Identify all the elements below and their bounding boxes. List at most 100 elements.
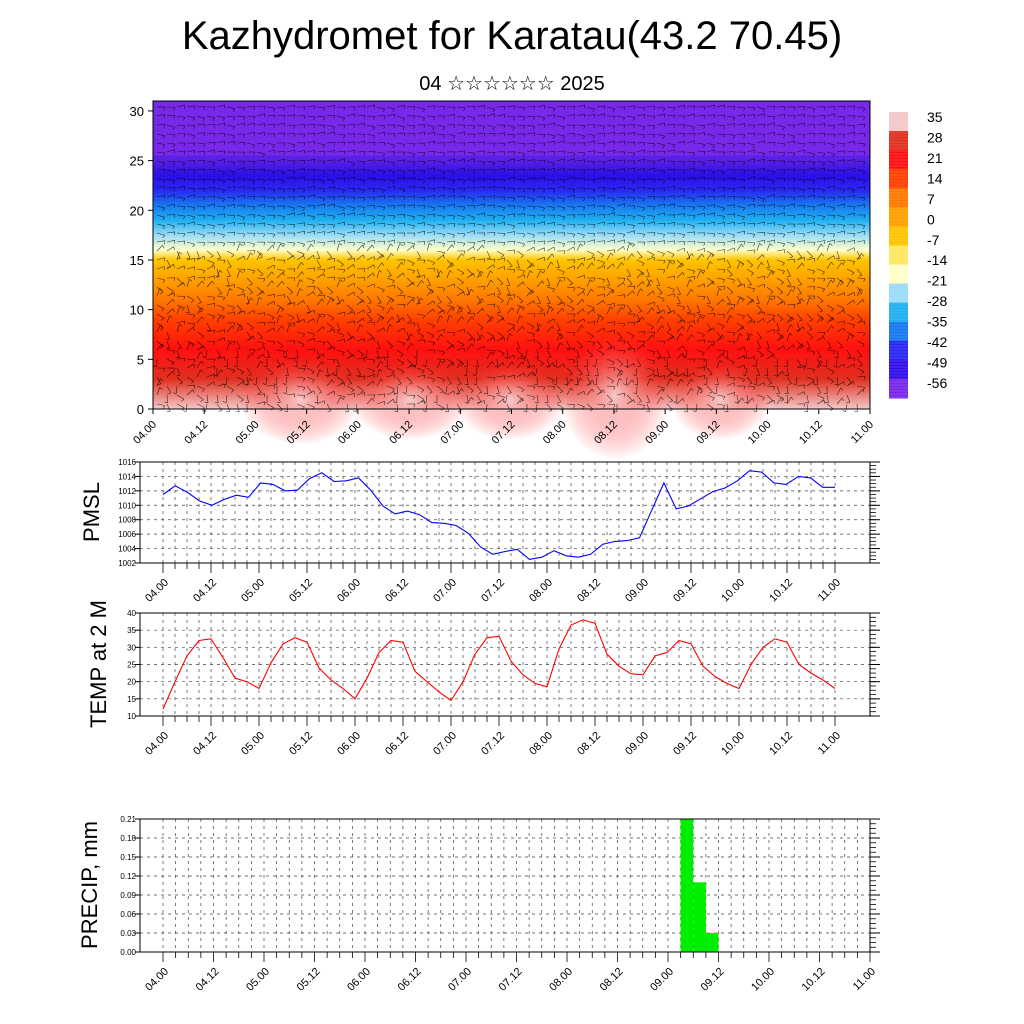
wind-barb <box>726 213 735 216</box>
wind-barb <box>446 344 454 351</box>
wind-barb-feather <box>182 307 185 311</box>
wind-barb <box>446 259 453 266</box>
wind-barb-feather <box>543 188 546 193</box>
wind-barb <box>706 295 711 304</box>
wind-barb-feather <box>281 308 285 312</box>
wind-barb <box>636 196 645 200</box>
wind-barb <box>506 213 515 216</box>
wind-barb-feather <box>783 196 786 201</box>
wind-barb-feather <box>524 168 526 173</box>
wind-barb <box>586 288 592 297</box>
wind-barb <box>726 221 735 225</box>
wind-barb-feather <box>344 195 346 200</box>
wind-barb-feather <box>383 240 386 245</box>
wind-barb-feather <box>858 274 863 277</box>
wind-barb-feather <box>693 215 696 219</box>
wind-barb-feather <box>433 160 436 164</box>
wind-barb <box>746 232 755 235</box>
wind-barb-feather <box>212 117 215 122</box>
wind-barb <box>496 168 505 171</box>
wind-barb <box>186 178 196 181</box>
wind-barb-feather <box>573 287 576 292</box>
wind-barb-feather <box>264 312 266 317</box>
wind-barb-feather <box>483 178 486 183</box>
wind-barb-feather <box>514 213 516 218</box>
wind-barb-feather <box>682 398 685 402</box>
wind-barb <box>716 124 726 127</box>
wind-barb <box>626 243 630 252</box>
wind-barb-feather <box>663 196 666 201</box>
wind-barb <box>326 367 329 376</box>
wind-barb <box>596 124 605 127</box>
wind-barb-feather <box>259 297 263 300</box>
wind-barb-feather <box>363 356 367 359</box>
wind-barb-feather <box>690 324 694 328</box>
wind-barb <box>716 313 726 315</box>
wind-barb-feather <box>248 374 252 376</box>
wind-barb <box>336 311 345 315</box>
wind-barb <box>236 293 245 297</box>
wind-barb-feather <box>243 107 246 111</box>
wind-barb-feather <box>632 216 636 220</box>
wind-barb <box>256 353 264 360</box>
wind-barb <box>346 291 355 297</box>
wind-barb-feather <box>784 401 788 404</box>
wind-barb <box>396 385 398 395</box>
wind-barb-feather <box>372 370 375 374</box>
wind-barb <box>736 376 745 380</box>
wind-barb <box>346 403 349 412</box>
wind-barb <box>426 340 435 343</box>
wind-barb-feather <box>413 125 416 130</box>
wind-barb-feather <box>423 216 426 220</box>
wind-barb <box>406 214 415 218</box>
wind-barb-feather <box>399 243 403 246</box>
wind-barb-feather <box>701 352 705 356</box>
wind-barb <box>176 349 180 358</box>
wind-barb-feather <box>743 107 746 112</box>
wind-barb <box>526 168 535 171</box>
wind-barb-feather <box>221 307 225 311</box>
wind-barb <box>316 273 324 279</box>
wind-barb-feather <box>664 375 666 380</box>
wind-barb-feather <box>203 256 205 260</box>
wind-barb <box>846 357 855 360</box>
wind-barb <box>296 230 305 234</box>
wind-barb-feather <box>749 319 753 322</box>
wind-barb <box>726 160 736 163</box>
wind-barb <box>266 385 276 387</box>
wind-barb-feather <box>663 180 666 184</box>
wind-barb <box>276 362 284 369</box>
wind-barb <box>516 151 525 154</box>
wind-barb-feather <box>293 171 296 175</box>
wind-barb <box>826 177 835 180</box>
wind-barb <box>266 178 275 181</box>
wind-barb-feather <box>461 253 464 257</box>
wind-barb-feather <box>402 144 406 148</box>
wind-barb <box>786 259 796 261</box>
wind-barb <box>176 205 186 207</box>
wind-barb-feather <box>680 378 684 382</box>
wind-barb-feather <box>233 341 236 345</box>
wind-barb-feather <box>413 161 416 166</box>
wind-barb <box>346 282 355 288</box>
wind-barb-feather <box>773 318 775 322</box>
wind-barb <box>156 286 164 293</box>
wind-barb-feather <box>373 151 376 155</box>
wind-barb <box>526 149 535 153</box>
wind-barb-feather <box>739 297 743 301</box>
wind-barb-feather <box>423 187 426 191</box>
wind-barb-feather <box>649 378 653 382</box>
wind-barb-feather <box>422 180 426 184</box>
wind-barb-feather <box>773 296 776 300</box>
wind-barb <box>706 394 715 399</box>
wind-barb-feather <box>572 153 576 157</box>
wind-barb-feather <box>200 351 204 355</box>
wind-barb-feather <box>440 390 444 394</box>
wind-barb <box>196 346 205 351</box>
wind-barb <box>346 187 356 189</box>
wind-barb-feather <box>783 134 786 139</box>
wind-barb-feather <box>484 150 486 155</box>
wind-barb <box>326 114 335 117</box>
wind-barb-feather <box>469 337 473 340</box>
